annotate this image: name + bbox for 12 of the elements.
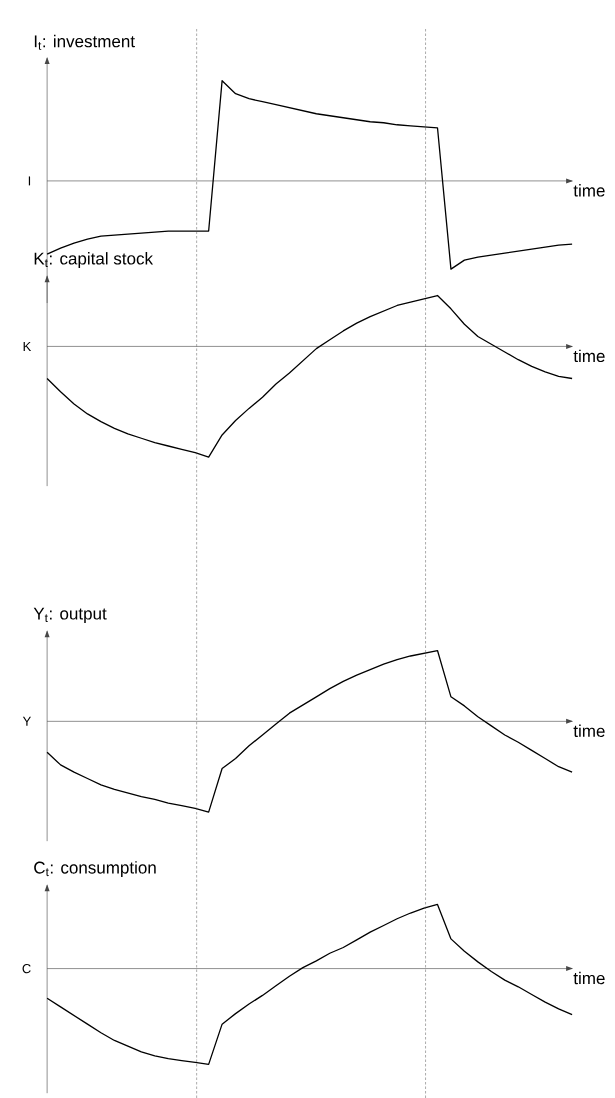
y-axis-title: K (23, 341, 32, 351)
chart-title: Y$_{t}$: output (33, 607, 107, 623)
x-axis-title: time (573, 724, 605, 738)
y-axis-title: I (28, 176, 31, 186)
x-axis-title: time (573, 971, 605, 985)
chart-title: C$_{t}$: consumption (34, 861, 156, 877)
chart-title: K$_{t}$: capital stock (34, 252, 154, 268)
chart-title: I$_{t}$: investment (34, 34, 135, 50)
x-axis-title: time (573, 184, 605, 197)
y-axis-title: C (22, 963, 31, 974)
x-axis-title: time (573, 349, 605, 363)
y-axis-title: Y (22, 716, 31, 726)
